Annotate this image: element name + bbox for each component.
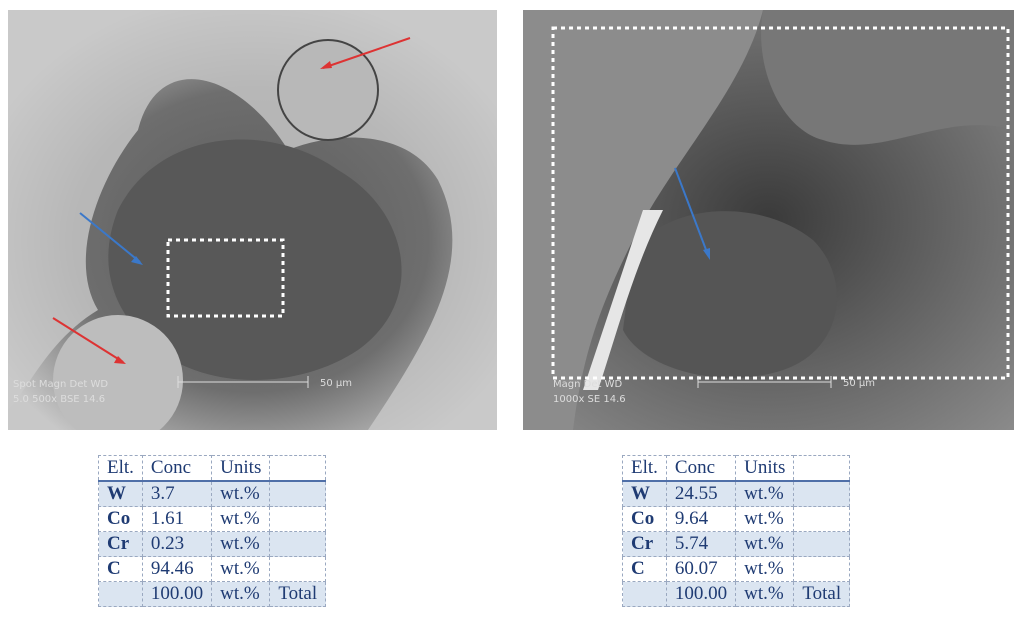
table-cell: 24.55: [665, 480, 737, 507]
table-cell: 100.00: [665, 581, 737, 607]
table-cell: Cr: [98, 531, 143, 557]
table-cell: wt.%: [211, 506, 271, 532]
table-cell: wt.%: [211, 556, 271, 582]
table-cell: 60.07: [665, 556, 737, 582]
scale-bar-label: 50 µm: [320, 378, 352, 389]
header-cell: Elt.: [98, 455, 143, 482]
table-row: Cr 5.74 wt.%: [622, 531, 851, 557]
header-cell: [793, 455, 851, 482]
table-cell: 1.61: [141, 506, 213, 532]
table-cell: Co: [622, 506, 667, 532]
table-cell: [793, 506, 851, 532]
table-cell: wt.%: [735, 531, 795, 557]
total-row: 100.00 wt.% Total: [622, 581, 851, 607]
table-cell: wt.%: [211, 531, 271, 557]
table-cell: wt.%: [211, 581, 271, 607]
table-cell: wt.%: [735, 506, 795, 532]
table-cell: W: [622, 480, 667, 507]
table-cell: [269, 531, 327, 557]
header-row: Elt. Conc Units: [622, 455, 851, 482]
table-cell: C: [622, 556, 667, 582]
table-cell: 5.74: [665, 531, 737, 557]
header-cell: [269, 455, 327, 482]
image-info-values: 5.0 500x BSE 14.6: [13, 394, 105, 405]
composition-table: Elt. Conc Units W 3.7 wt.% Co 1.61 wt.% Cr 0.23 wt.…: [98, 455, 327, 607]
table-cell: [793, 531, 851, 557]
table-cell: [269, 556, 327, 582]
header-cell: Conc: [141, 455, 213, 482]
table-row: C 60.07 wt.%: [622, 556, 851, 582]
scale-bar-label: 50 µm: [843, 378, 875, 389]
table-row: Cr 0.23 wt.%: [98, 531, 327, 557]
header-cell: Elt.: [622, 455, 667, 482]
table-cell: 94.46: [141, 556, 213, 582]
header-cell: Units: [735, 455, 795, 482]
table-cell: wt.%: [735, 480, 795, 507]
table-cell: wt.%: [735, 581, 795, 607]
table-row: Co 9.64 wt.%: [622, 506, 851, 532]
image-info-header: Magn Det WD: [553, 379, 622, 390]
table-cell: 0.23: [141, 531, 213, 557]
table-cell: Co: [98, 506, 143, 532]
header-cell: Units: [211, 455, 271, 482]
total-row: 100.00 wt.% Total: [98, 581, 327, 607]
table-cell: W: [98, 480, 143, 507]
table-cell: Cr: [622, 531, 667, 557]
table-cell: [622, 581, 667, 607]
table-row: C 94.46 wt.%: [98, 556, 327, 582]
header-cell: Conc: [665, 455, 737, 482]
table-cell: Total: [269, 581, 327, 607]
table-cell: 100.00: [141, 581, 213, 607]
table-row: Co 1.61 wt.%: [98, 506, 327, 532]
image-info-header: Spot Magn Det WD: [13, 379, 108, 390]
table-cell: 3.7: [141, 480, 213, 507]
composition-table: Elt. Conc Units W 24.55 wt.% Co 9.64 wt.% Cr 5.74 w…: [622, 455, 851, 607]
header-row: Elt. Conc Units: [98, 455, 327, 482]
table-cell: 9.64: [665, 506, 737, 532]
table-cell: wt.%: [211, 480, 271, 507]
sem-image-right: Magn Det WD 1000x SE 14.6 50 µm: [523, 10, 1014, 430]
table-cell: wt.%: [735, 556, 795, 582]
table-cell: Total: [793, 581, 851, 607]
table-cell: C: [98, 556, 143, 582]
table-row: W 3.7 wt.%: [98, 480, 327, 507]
table-cell: [269, 480, 327, 507]
table-cell: [269, 506, 327, 532]
table-row: W 24.55 wt.%: [622, 480, 851, 507]
image-info-values: 1000x SE 14.6: [553, 394, 626, 405]
table-cell: [793, 480, 851, 507]
table-cell: [793, 556, 851, 582]
sem-image-left: Spot Magn Det WD 5.0 500x BSE 14.6 50 µm: [8, 10, 497, 430]
table-cell: [98, 581, 143, 607]
